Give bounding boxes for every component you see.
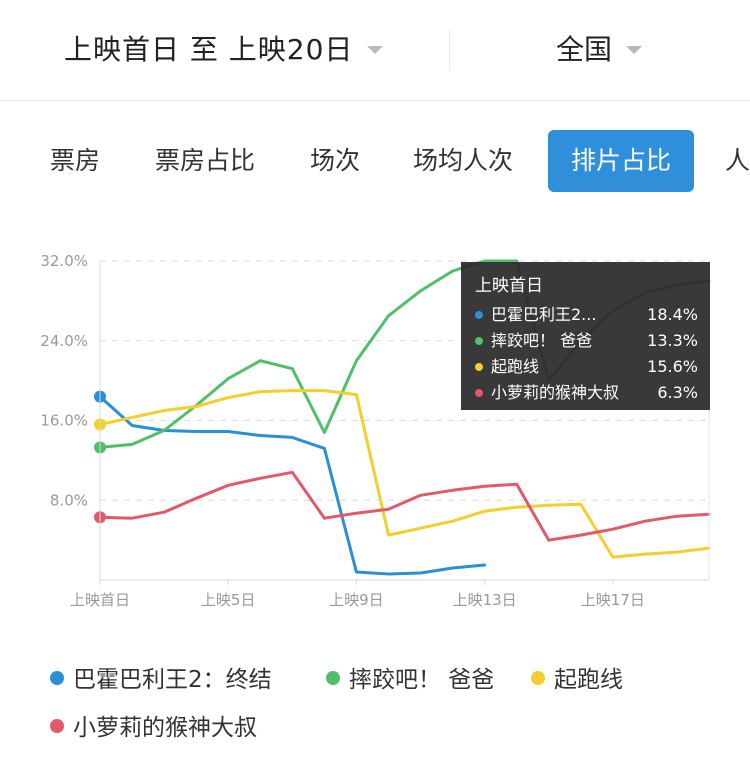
region-dropdown[interactable]: 全国 bbox=[556, 28, 643, 68]
filter-bar: 上映首日 至 上映20日 全国 bbox=[0, 0, 750, 101]
tooltip-row: 起跑线 15.6% bbox=[475, 354, 698, 380]
legend-item[interactable]: 小萝莉的猴神大叔 bbox=[50, 708, 257, 742]
tooltip-series-name: 小萝莉的猴神大叔 bbox=[491, 383, 620, 402]
series-layer bbox=[94, 259, 711, 576]
tooltip-series-value: 15.6% bbox=[647, 357, 698, 376]
y-tick-label: 32.0% bbox=[40, 252, 88, 270]
y-tick-label: 8.0% bbox=[50, 491, 88, 509]
divider bbox=[449, 30, 450, 70]
x-tick-label: 上映17日 bbox=[581, 591, 645, 609]
x-tick-label: 上映5日 bbox=[201, 591, 256, 609]
series-color-dot bbox=[475, 337, 483, 345]
legend-label: 摔跤吧！ 爸爸 bbox=[349, 667, 495, 693]
tooltip-series-name: 摔跤吧！ 爸爸 bbox=[491, 331, 593, 350]
tab-box-office-share[interactable]: 票房占比 bbox=[155, 146, 256, 175]
legend-item[interactable]: 巴霍巴利王2：终结 bbox=[50, 660, 272, 694]
chevron-down-icon bbox=[626, 46, 643, 54]
tab-avg-attendance[interactable]: 场均人次 bbox=[413, 146, 514, 175]
chevron-down-icon bbox=[367, 46, 384, 54]
legend-color-dot bbox=[50, 719, 64, 733]
date-range-dropdown[interactable]: 上映首日 至 上映20日 bbox=[64, 28, 384, 68]
tooltip-row: 摔跤吧！ 爸爸 13.3% bbox=[475, 328, 698, 354]
y-tick-label: 16.0% bbox=[40, 412, 88, 430]
series-line bbox=[98, 470, 711, 542]
legend-item[interactable]: 起跑线 bbox=[531, 660, 623, 694]
x-tick-label: 上映9日 bbox=[329, 591, 384, 609]
series-line bbox=[98, 389, 711, 559]
tooltip-series-value: 6.3% bbox=[657, 383, 698, 402]
legend-item[interactable]: 摔跤吧！ 爸爸 bbox=[326, 660, 494, 694]
y-tick-label: 24.0% bbox=[40, 332, 88, 350]
series-color-dot bbox=[475, 363, 483, 371]
x-tick-label: 上映首日 bbox=[70, 591, 130, 609]
date-range-label: 上映首日 至 上映20日 bbox=[64, 33, 354, 66]
tooltip-series-name: 起跑线 bbox=[491, 357, 540, 376]
line-chart[interactable]: 32.0%24.0%16.0%8.0%上映首日 上映5日 上映9日 上映13日 上映17… bbox=[0, 235, 750, 625]
tooltip-series-value: 18.4% bbox=[647, 305, 698, 324]
legend-label: 起跑线 bbox=[554, 667, 623, 693]
region-label: 全国 bbox=[556, 33, 613, 66]
tooltip-series-value: 13.3% bbox=[647, 331, 698, 350]
tooltip-title: 上映首日 bbox=[475, 276, 543, 296]
chart-tooltip: 上映首日 巴霍巴利王2... 18.4% 摔跤吧！ 爸爸 13.3% 起跑线 1… bbox=[461, 262, 710, 410]
tooltip-series-name: 巴霍巴利王2... bbox=[491, 305, 597, 324]
legend-label: 巴霍巴利王2：终结 bbox=[73, 667, 272, 693]
x-tick-label: 上映13日 bbox=[453, 591, 517, 609]
tooltip-row: 巴霍巴利王2... 18.4% bbox=[475, 302, 698, 328]
metric-tabs: 票房 票房占比 场次 场均人次 排片占比 人 bbox=[0, 130, 750, 192]
axis-layer: 32.0%24.0%16.0%8.0%上映首日 上映5日 上映9日 上映13日 上映17… bbox=[40, 252, 710, 609]
tab-screening-share[interactable]: 排片占比 bbox=[548, 130, 694, 192]
series-color-dot bbox=[475, 311, 483, 319]
legend-color-dot bbox=[326, 671, 340, 685]
tab-box-office[interactable]: 票房 bbox=[50, 146, 101, 175]
tab-screenings[interactable]: 场次 bbox=[310, 146, 361, 175]
tab-more[interactable]: 人 bbox=[725, 146, 750, 175]
legend-color-dot bbox=[531, 671, 545, 685]
legend-label: 小萝莉的猴神大叔 bbox=[73, 715, 257, 741]
tooltip-row: 小萝莉的猴神大叔 6.3% bbox=[475, 380, 698, 406]
series-line bbox=[98, 395, 487, 576]
series-color-dot bbox=[475, 389, 483, 397]
legend-color-dot bbox=[50, 671, 64, 685]
